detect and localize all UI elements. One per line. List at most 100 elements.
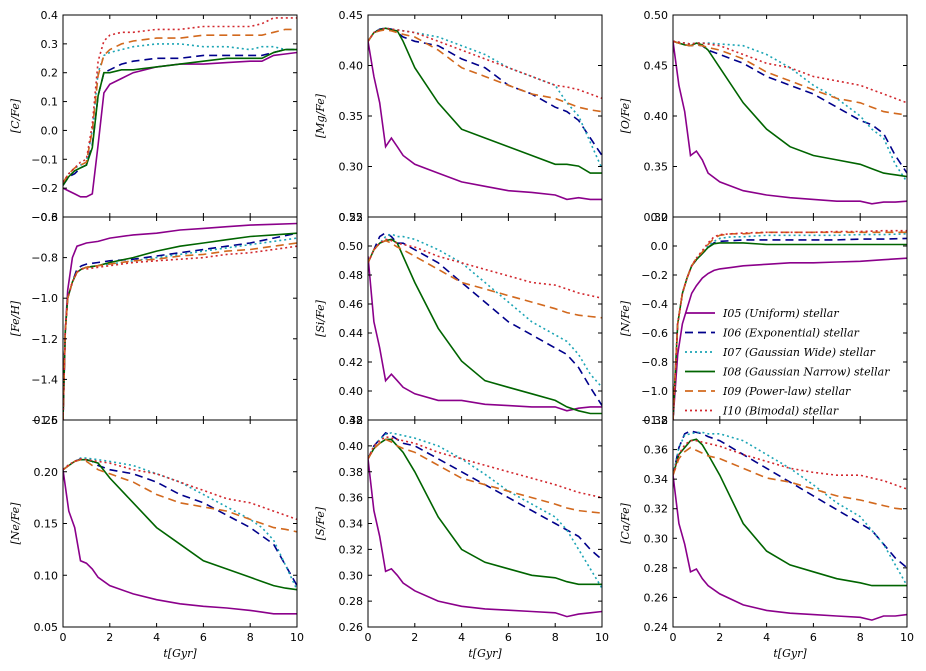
series-line-I06 bbox=[63, 458, 297, 586]
plot-frame bbox=[367, 419, 603, 628]
plot-frame bbox=[672, 419, 908, 628]
y-axis-label: [Mg/Fe] bbox=[314, 93, 327, 138]
y-tick-label: 0.26 bbox=[339, 621, 364, 634]
y-tick-label: 0.1 bbox=[41, 96, 59, 109]
x-tick-label: 6 bbox=[810, 631, 817, 644]
series-line-I09 bbox=[368, 239, 602, 319]
y-tick-label: 0.30 bbox=[644, 211, 669, 224]
series-line-I08 bbox=[63, 48, 297, 186]
y-tick-label: −0.2 bbox=[641, 269, 668, 282]
y-tick-label: 0.35 bbox=[339, 110, 364, 123]
y-tick-label: 0.40 bbox=[339, 60, 364, 73]
plot-frame bbox=[62, 14, 298, 218]
x-tick-label: 0 bbox=[670, 631, 677, 644]
series-line-I08 bbox=[63, 458, 297, 591]
series-line-I09 bbox=[63, 242, 297, 420]
panel-feh: −0.6 −0.8 −1.0 −1.2 −1.4 −1.6 [Fe/H] bbox=[9, 211, 298, 427]
series-line-I07 bbox=[368, 432, 602, 589]
y-tick-label: 0.38 bbox=[339, 466, 364, 479]
series-line-I10 bbox=[63, 458, 297, 521]
y-tick-label: 0.50 bbox=[339, 240, 364, 253]
series-line-I05 bbox=[368, 256, 602, 412]
series-line-I05 bbox=[368, 41, 602, 201]
y-tick-label: 0.32 bbox=[339, 543, 364, 556]
series-line-I07 bbox=[673, 431, 907, 586]
y-tick-label: 0.34 bbox=[644, 473, 669, 486]
panel-cafe: 0.38 0.36 0.34 0.32 0.30 0.28 0.26 0.240 2 4 6 8 10 [… bbox=[619, 414, 914, 660]
series-line-I08 bbox=[673, 40, 907, 178]
y-tick-label: 0.20 bbox=[34, 466, 59, 479]
y-axis-label: [S/Fe] bbox=[314, 506, 327, 540]
legend: I05 (Uniform) stellar I06 (Exponential) s… bbox=[685, 307, 890, 418]
series-line-I06 bbox=[368, 27, 602, 156]
series-line-I07 bbox=[673, 233, 907, 420]
series-line-I09 bbox=[673, 40, 907, 116]
legend-label: I08 (Gaussian Narrow) stellar bbox=[722, 366, 890, 379]
y-tick-label: 0.28 bbox=[644, 562, 669, 575]
y-tick-label: 0.30 bbox=[339, 569, 364, 582]
panel-ofe: 0.50 0.45 0.40 0.35 0.30 [O/Fe] bbox=[619, 9, 908, 224]
series-line-I07 bbox=[673, 40, 907, 183]
series-line-I10 bbox=[673, 229, 907, 420]
y-tick-label: 0.42 bbox=[339, 356, 364, 369]
y-tick-label: −0.2 bbox=[31, 182, 58, 195]
y-tick-label: 0.28 bbox=[339, 595, 364, 608]
series-line-I10 bbox=[673, 439, 907, 490]
y-tick-label: 0.2 bbox=[41, 67, 59, 80]
series-line-I06 bbox=[673, 430, 907, 569]
y-tick-label: 0.38 bbox=[339, 414, 364, 427]
x-tick-label: 10 bbox=[595, 631, 609, 644]
y-tick-label: 0.52 bbox=[339, 211, 364, 224]
plot-frame bbox=[672, 14, 908, 218]
series-line-I05 bbox=[63, 469, 297, 615]
series-line-I05 bbox=[673, 475, 907, 621]
panel-cfe: 0.4 0.3 0.2 0.1 0.0 −0.1 −0.2 −0.3 [C/Fe] bbox=[9, 9, 298, 224]
x-tick-label: 8 bbox=[552, 631, 559, 644]
legend-label: I05 (Uniform) stellar bbox=[722, 307, 839, 320]
y-tick-label: −0.6 bbox=[31, 211, 58, 224]
series-line-I10 bbox=[63, 245, 297, 420]
x-tick-label: 0 bbox=[365, 631, 372, 644]
y-tick-label: 0.35 bbox=[644, 161, 669, 174]
series-line-I05 bbox=[673, 41, 907, 205]
y-axis-label: [Ca/Fe] bbox=[619, 502, 632, 544]
series-line-I06 bbox=[63, 48, 297, 186]
y-tick-label: −1.0 bbox=[31, 292, 58, 305]
y-tick-label: 0.40 bbox=[339, 385, 364, 398]
y-tick-label: 0.36 bbox=[644, 444, 669, 457]
series-line-I09 bbox=[368, 29, 602, 113]
y-tick-label: 0.4 bbox=[41, 9, 59, 22]
y-tick-label: 0.50 bbox=[644, 9, 669, 22]
legend-label: I10 (Bimodal) stellar bbox=[722, 405, 839, 418]
panel-nefe: 0.25 0.20 0.15 0.10 0.050 2 4 6 8 10 [Ne/Fe] t[Gyr] bbox=[9, 414, 304, 660]
series-line-I06 bbox=[63, 232, 297, 420]
y-tick-label: 0.25 bbox=[339, 211, 364, 224]
y-tick-label: 0.2 bbox=[651, 211, 669, 224]
y-tick-label: 0.40 bbox=[644, 110, 669, 123]
x-tick-label: 10 bbox=[900, 631, 914, 644]
y-tick-label: −0.4 bbox=[641, 298, 668, 311]
y-tick-label: 0.3 bbox=[41, 38, 59, 51]
y-tick-label: −0.3 bbox=[31, 211, 58, 224]
x-axis-label: t[Gyr] bbox=[468, 647, 502, 660]
x-tick-label: 2 bbox=[716, 631, 723, 644]
series-line-I07 bbox=[368, 233, 602, 388]
series-line-I06 bbox=[368, 431, 602, 561]
panel-mgfe: 0.45 0.40 0.35 0.30 0.25 [Mg/Fe] bbox=[314, 9, 603, 224]
y-tick-label: 0.38 bbox=[644, 414, 669, 427]
legend-label: I07 (Gaussian Wide) stellar bbox=[722, 346, 876, 359]
plot-frame bbox=[62, 216, 298, 421]
y-tick-label: 0.44 bbox=[339, 327, 364, 340]
y-tick-label: 0.0 bbox=[41, 124, 59, 137]
series-line-I09 bbox=[63, 28, 297, 183]
series-line-I09 bbox=[368, 438, 602, 514]
series-line-I08 bbox=[368, 27, 602, 174]
series-line-I10 bbox=[673, 40, 907, 104]
x-tick-label: 8 bbox=[857, 631, 864, 644]
y-tick-label: 0.36 bbox=[339, 492, 364, 505]
y-tick-label: −1.0 bbox=[641, 385, 668, 398]
legend-label: I09 (Power-law) stellar bbox=[722, 385, 851, 398]
y-tick-label: −0.8 bbox=[641, 356, 668, 369]
series-line-I08 bbox=[368, 438, 602, 586]
